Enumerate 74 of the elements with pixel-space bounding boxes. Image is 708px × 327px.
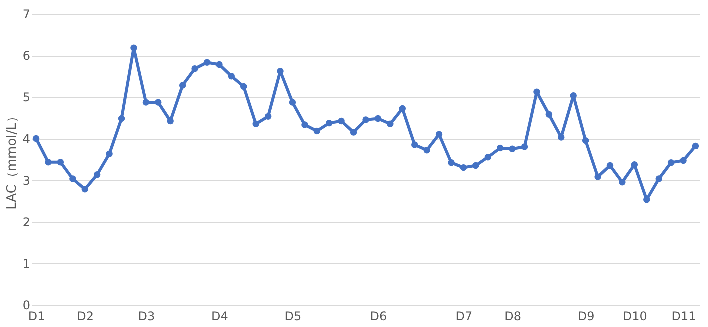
point [252,120,260,128]
y-tick-label: 3 [22,174,30,188]
point [606,162,614,170]
point [656,176,662,182]
x-tick-label: D1 [28,310,46,324]
x-tick-label: D4 [212,310,228,324]
point [204,59,211,66]
y-tick-label: 6 [22,49,30,64]
point [496,144,504,152]
point [399,105,406,112]
point [619,179,626,186]
point [558,134,565,141]
point [130,44,138,52]
point [594,174,602,180]
point [362,116,370,124]
point [216,61,223,68]
y-tick-label: 5 [22,90,30,105]
point [94,172,101,178]
point [142,99,150,106]
point [387,120,394,128]
y-axis-title: LAC（mmol/L） [4,110,20,210]
point [338,118,345,125]
point [82,186,88,193]
x-tick-label: D9 [578,310,595,324]
point [472,162,480,170]
point [167,118,174,125]
point [277,68,284,75]
point [424,147,430,154]
point [350,129,358,136]
point [192,66,198,72]
point [45,159,52,166]
point [668,159,675,166]
x-tick-label: D10 [622,310,648,324]
x-tick-label: D6 [370,310,388,324]
point [460,164,468,172]
point [240,83,248,90]
y-tick-label: 7 [22,8,30,22]
point [228,73,236,80]
point [57,159,64,166]
x-tick-label: D3 [138,310,156,324]
point [70,176,76,182]
y-tick-label: 0 [22,298,30,312]
point [106,150,113,158]
y-tick-label: 1 [22,256,30,271]
point [374,115,382,122]
point [534,88,540,96]
point [570,92,577,100]
point [484,154,492,161]
x-tick-label: D11 [672,310,696,324]
point [521,144,528,150]
point [326,120,333,127]
x-tick-label: D5 [284,310,302,324]
point [631,162,638,168]
x-tick-label: D8 [504,310,522,324]
point [436,131,443,138]
point [680,157,687,164]
point [302,122,308,128]
point [546,111,553,118]
point [411,142,418,148]
point [264,113,272,120]
y-tick-label: 4 [22,132,30,146]
point [289,99,296,106]
point [582,137,590,144]
x-tick-label: D2 [77,310,94,324]
point [155,99,162,106]
point [118,115,126,122]
point [692,142,700,150]
point [448,159,455,166]
x-tick-label: D7 [456,310,473,324]
point [32,135,40,142]
point [314,128,321,135]
point [179,82,186,89]
y-tick-label: 2 [22,215,30,230]
point [509,146,516,152]
